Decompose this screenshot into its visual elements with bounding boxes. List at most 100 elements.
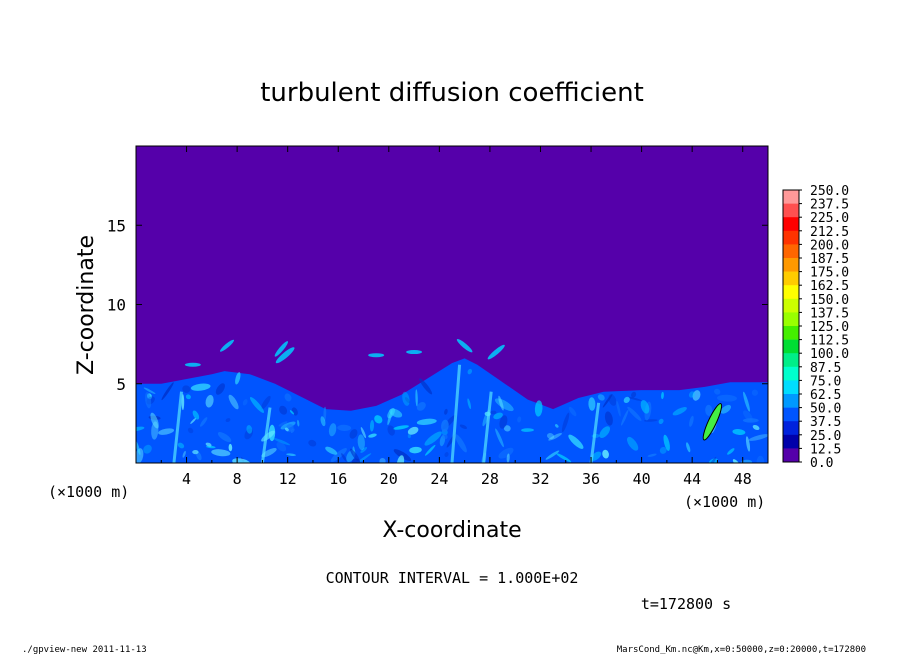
eddy-streak [659,446,667,454]
eddy-streak [136,426,145,432]
eddy-streak [556,453,572,463]
eddy-streak [225,418,231,423]
colorbar-label: 37.5 [810,415,841,430]
eddy-streak [407,433,412,439]
eddy-streak [393,425,409,430]
eddy-streak [360,427,367,439]
eddy-streak [419,378,433,395]
boundary-layer-region [136,358,768,463]
eddy-streak [626,396,642,401]
x-tick-label: 24 [430,470,448,488]
eddy-streak [228,394,239,410]
eddy-streak [742,418,759,423]
contour-interval: CONTOUR INTERVAL = 1.000E+02 [326,569,579,587]
eddy-streak [182,450,186,458]
eddy-streak [328,423,337,437]
eddy-streak [145,392,152,409]
eddy-streak [416,402,426,411]
eddy-streak [404,397,410,404]
eddy-streak [416,418,437,425]
x-tick-label: 4 [182,470,191,488]
eddy-streak [369,420,375,432]
colorbar-swatch [783,421,799,436]
detached-patch [219,339,235,352]
plume-streak [260,407,272,463]
eddy-streak [714,388,721,395]
detached-patch [456,339,473,353]
eddy-streak [561,412,570,433]
eddy-streak [244,428,253,440]
eddy-streak [161,382,174,401]
eddy-streak [330,448,347,462]
eddy-streak [621,409,629,426]
eddy-streak [658,418,664,425]
colorbar-label: 25.0 [810,429,841,444]
eddy-streak [409,446,422,454]
eddy-streak [323,406,327,422]
eddy-streak [308,439,317,447]
eddy-streak [192,449,199,455]
eddy-streak [663,434,670,451]
colorbar-swatch [783,298,799,313]
eddy-streak [568,434,584,449]
eddy-streak [555,424,559,428]
eddy-streak [190,383,211,391]
colorbar-swatch [783,434,799,449]
colorbar-swatch [783,244,799,259]
eddy-streak [743,410,753,421]
eddy-streak [341,453,347,462]
colorbar-label: 0.0 [810,456,833,471]
eddy-streak [752,424,760,431]
eddy-streak [626,436,639,451]
x-axis-label: X-coordinate [382,518,521,543]
colorbar-label: 100.0 [810,347,849,362]
eddy-streak [289,410,295,415]
colorbar: 250.0237.5225.0212.5200.0187.5175.0162.5… [782,184,849,471]
eddy-streak [286,453,296,456]
eddy-streak [143,387,156,395]
colorbar-label: 87.5 [810,361,841,376]
eddy-streak [647,453,657,457]
eddy-streak [708,458,718,463]
eddy-streak [215,383,225,395]
x-tick-label: 48 [734,470,752,488]
colorbar-swatch [783,366,799,381]
y-tick-label: 15 [107,216,126,235]
colorbar-label: 175.0 [810,266,849,281]
time-label: t=172800 s [641,595,731,613]
colorbar-swatch [783,312,799,327]
eddy-streak [506,453,510,463]
eddy-streak [661,391,664,400]
x-tick-label: 32 [531,470,549,488]
eddy-streak [290,428,295,433]
detached-patch [487,344,505,360]
eddy-streak [631,391,637,398]
colorbar-label: 137.5 [810,306,849,321]
eddy-streak [151,421,159,440]
x-unit-left: (×1000 m) [48,483,129,501]
colorbar-label: 62.5 [810,388,841,403]
plume-streak [482,391,493,463]
y-tick-label: 10 [107,296,126,315]
eddy-streak [692,390,701,401]
eddy-streak [748,434,768,441]
eddy-streak [337,424,352,432]
colorbar-label: 225.0 [810,211,849,226]
eddy-streak [320,416,326,427]
eddy-streak [242,399,248,406]
eddy-streak [640,400,650,414]
eddy-streak [751,389,759,396]
eddy-streak [228,443,233,452]
eddy-streak [177,442,185,449]
eddy-streak [402,391,410,406]
eddy-streak [727,448,735,455]
eddy-streak [246,425,253,434]
eddy-streak [444,408,448,415]
eddy-streak [393,449,412,462]
detached-patch [406,350,423,355]
eddy-streak [357,434,365,451]
eddy-streak [521,428,534,432]
eddy-streak [717,394,737,402]
colorbar-swatch [783,217,799,232]
